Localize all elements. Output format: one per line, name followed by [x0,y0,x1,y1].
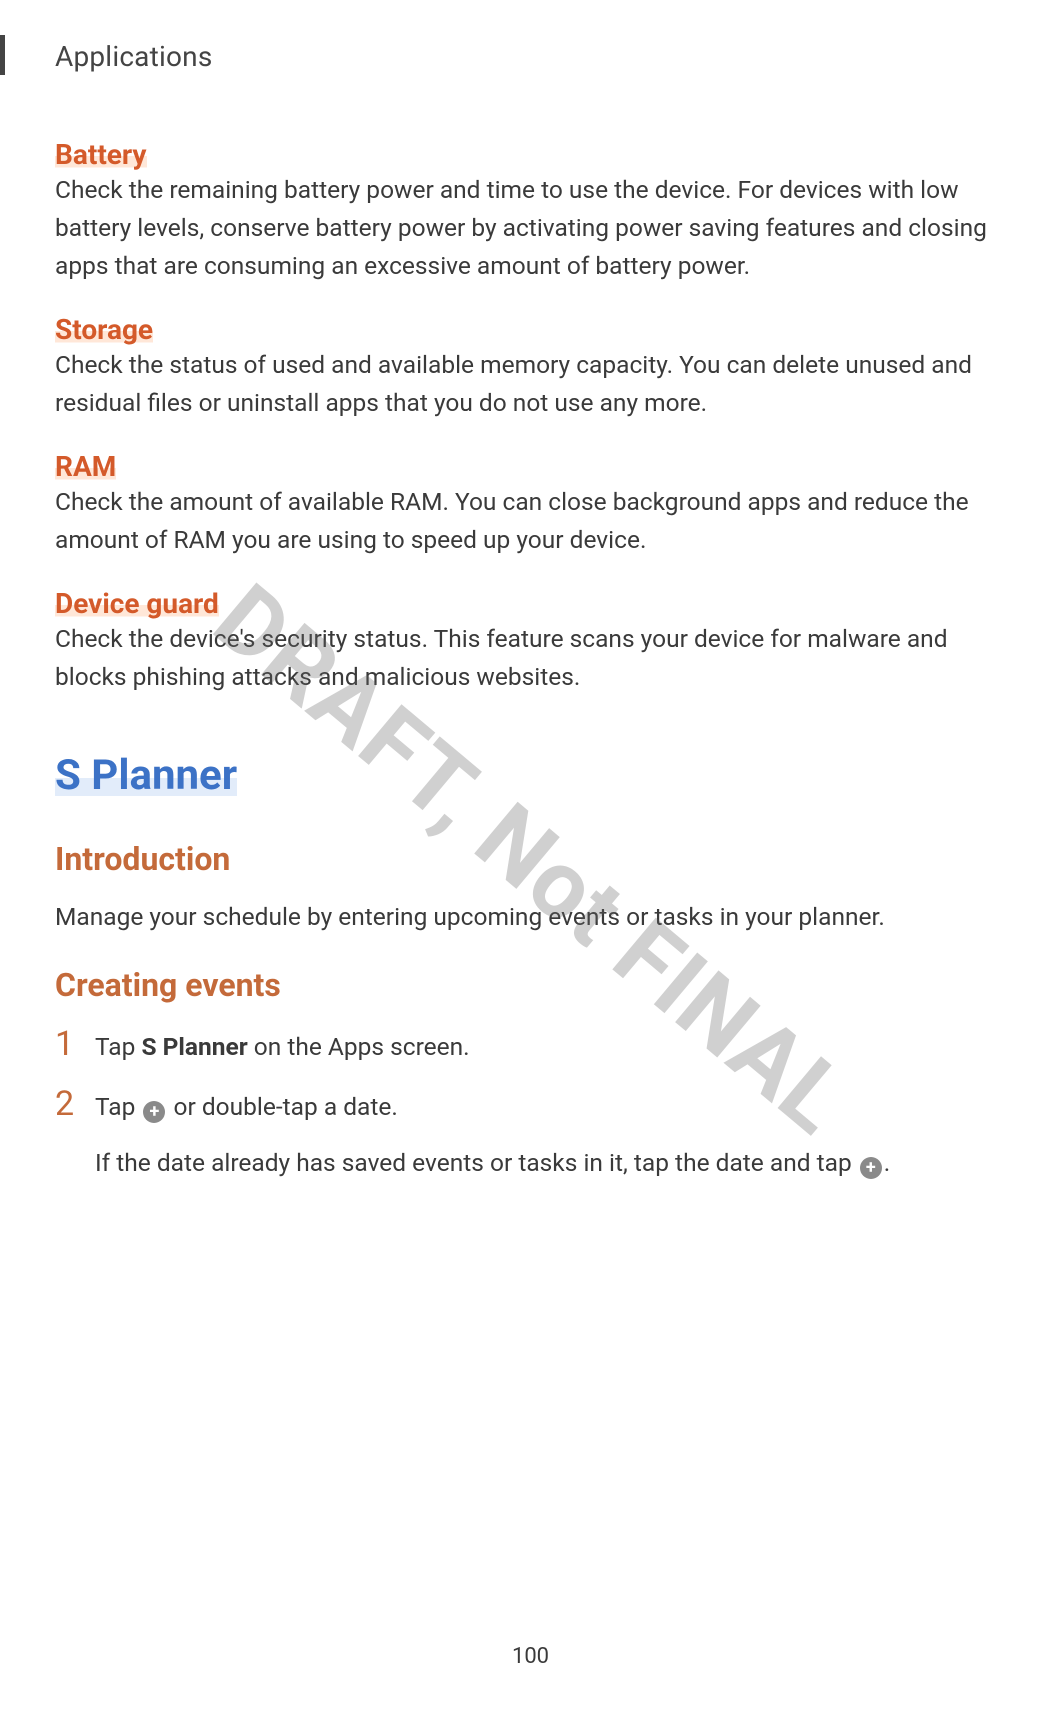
step-2-number: 2 [55,1084,95,1125]
step-2-text: Tap + or double-tap a date. [95,1088,398,1126]
step-2-pre: Tap [95,1092,141,1121]
heading-storage: Storage [55,313,153,346]
heading-splanner: S Planner [55,751,237,800]
plus-icon: + [860,1157,882,1179]
heading-creating-events: Creating events [55,966,1006,1004]
step-1-pre: Tap [95,1032,141,1061]
heading-ram: RAM [55,450,116,483]
step-1: 1 Tap S Planner on the Apps screen. [55,1024,1006,1066]
heading-battery: Battery [55,138,147,171]
plus-icon: + [143,1101,165,1123]
section-storage: Storage Check the status of used and ava… [55,313,1006,422]
page-number: 100 [0,1644,1061,1669]
step-2-line2-post: . [884,1148,890,1177]
section-ram: RAM Check the amount of available RAM. Y… [55,450,1006,559]
side-accent-bar [0,35,5,75]
step-1-text: Tap S Planner on the Apps screen. [95,1028,470,1066]
body-device-guard: Check the device's security status. This… [55,620,1006,696]
step-2-line2: If the date already has saved events or … [95,1144,1006,1182]
step-1-bold: S Planner [141,1032,247,1061]
section-device-guard: Device guard Check the device's security… [55,587,1006,696]
body-ram: Check the amount of available RAM. You c… [55,483,1006,559]
step-2-line2-pre: If the date already has saved events or … [95,1148,858,1177]
step-1-post: on the Apps screen. [248,1032,470,1061]
chapter-title: Applications [55,40,1006,73]
heading-introduction: Introduction [55,840,1006,878]
step-2-post: or double-tap a date. [167,1092,397,1121]
section-battery: Battery Check the remaining battery powe… [55,138,1006,285]
step-1-number: 1 [55,1024,95,1065]
page-container: Applications Battery Check the remaining… [0,0,1061,1719]
heading-device-guard: Device guard [55,587,219,620]
body-battery: Check the remaining battery power and ti… [55,171,1006,285]
body-storage: Check the status of used and available m… [55,346,1006,422]
body-introduction: Manage your schedule by entering upcomin… [55,898,1006,936]
step-2: 2 Tap + or double-tap a date. [55,1084,1006,1126]
section-splanner: S Planner Introduction Manage your sched… [55,751,1006,1182]
